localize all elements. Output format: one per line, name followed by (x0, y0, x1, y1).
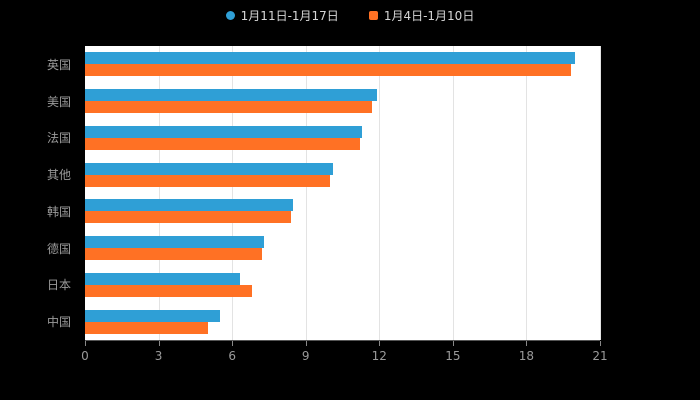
axis-tick (158, 341, 160, 346)
gridline (526, 46, 528, 340)
bar-series-1 (85, 236, 265, 249)
bar-series-2 (85, 101, 372, 114)
x-axis-tick-label: 21 (592, 349, 608, 363)
axis-tick (305, 341, 307, 346)
bar-group-韩国 (85, 193, 600, 230)
legend-label: 1月11日-1月17日 (240, 9, 339, 23)
chart-legend: 1月11日-1月17日 1月4日-1月10日 (0, 7, 700, 24)
gridline (232, 46, 234, 340)
bar-series-1 (85, 272, 240, 285)
x-axis-tick-label: 0 (81, 349, 89, 363)
bar-group-日本 (85, 267, 600, 304)
y-axis-label: 韩国 (46, 204, 71, 219)
plot-area (85, 46, 601, 340)
bar-group-法国 (85, 120, 600, 157)
legend-marker-blue-icon (225, 11, 235, 20)
y-axis-label: 中国 (46, 315, 71, 330)
x-axis-tick-label: 3 (154, 349, 163, 363)
gridline (452, 46, 454, 340)
legend-item-week1[interactable]: 1月4日-1月10日 (368, 7, 475, 24)
bar-series-2 (85, 321, 208, 334)
bar-rows (85, 46, 600, 340)
x-axis: 0 3 6 9 12 15 18 21 (81, 340, 608, 373)
legend-marker-orange-icon (368, 11, 378, 20)
bar-series-2 (85, 211, 291, 224)
gridline (158, 46, 160, 340)
bar-group-英国 (85, 46, 600, 83)
axis-tick (452, 341, 454, 346)
bar-series-2 (85, 137, 360, 150)
y-axis-label: 英国 (46, 57, 71, 72)
bar-series-1 (85, 199, 294, 212)
x-axis-tick-label: 18 (518, 349, 535, 363)
bar-series-1 (85, 125, 363, 138)
y-axis-label: 日本 (46, 278, 71, 293)
y-axis-labels: 英国美国法国其他韩国德国日本中国 (0, 46, 78, 340)
gridline (600, 46, 601, 340)
axis-tick (232, 341, 234, 346)
bar-series-2 (85, 248, 262, 261)
x-axis-tick-label: 15 (445, 349, 461, 363)
bar-group-中国 (85, 303, 600, 340)
bar-series-2 (85, 284, 252, 297)
axis-tick (600, 341, 601, 346)
y-axis-label: 美国 (46, 94, 71, 109)
legend-item-week2[interactable]: 1月11日-1月17日 (225, 7, 339, 24)
y-axis-label: 其他 (46, 168, 71, 183)
axis-tick (526, 341, 528, 346)
x-axis-tick-label: 6 (228, 349, 236, 363)
x-axis-tick-label: 9 (301, 349, 310, 363)
bar-series-2 (85, 64, 571, 77)
bar-group-德国 (85, 230, 600, 267)
bar-series-1 (85, 89, 377, 102)
gridline (305, 46, 307, 340)
legend-label: 1月4日-1月10日 (383, 9, 475, 23)
bar-series-1 (85, 162, 333, 175)
x-axis-tick-label: 12 (371, 349, 387, 363)
gridline (379, 46, 381, 340)
y-axis-label: 法国 (46, 131, 71, 146)
bar-group-其他 (85, 156, 600, 193)
bar-series-1 (85, 52, 576, 65)
axis-tick (379, 341, 381, 346)
axis-tick (85, 341, 86, 346)
bar-series-2 (85, 174, 331, 187)
bar-group-美国 (85, 83, 600, 120)
y-axis-label: 德国 (46, 241, 71, 256)
bar-series-1 (85, 309, 220, 322)
